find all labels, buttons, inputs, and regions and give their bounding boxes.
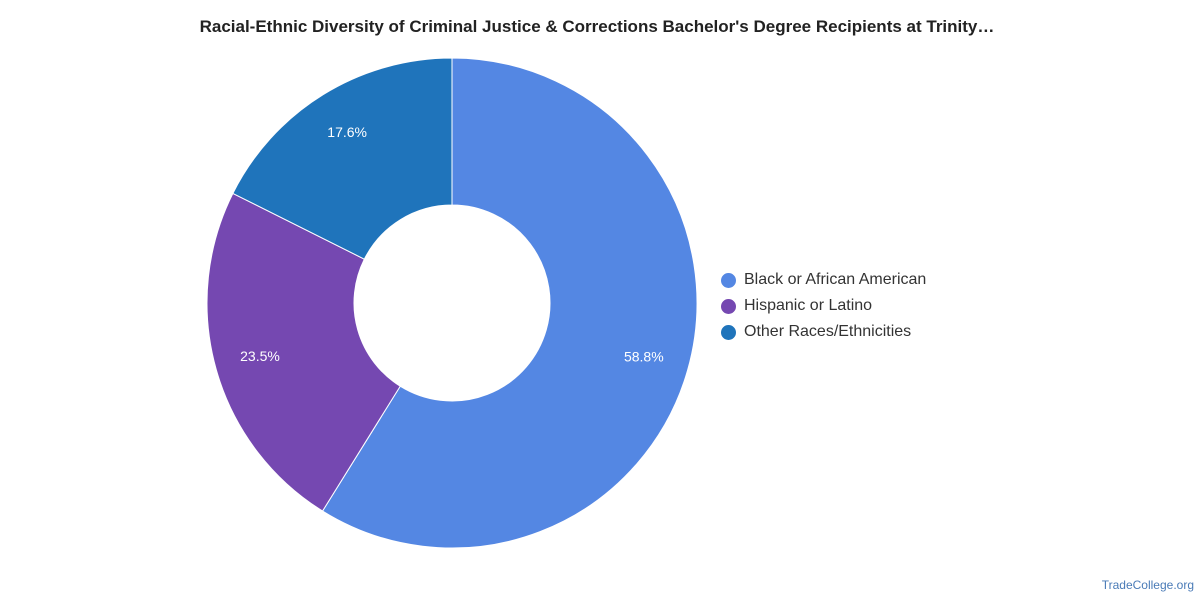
pie-slice-2[interactable] [232,57,453,260]
slice-label-2: 17.6% [327,124,367,140]
credit-link[interactable]: TradeCollege.org [1101,578,1194,592]
legend-label: Hispanic or Latino [744,297,873,314]
legend: Black or African American Hispanic or La… [721,267,926,345]
pie-slice-1[interactable] [206,192,401,512]
legend-label: Black or African American [744,271,927,288]
legend-swatch-icon [721,298,736,314]
chart-title: Racial-Ethnic Diversity of Criminal Just… [199,17,995,36]
legend-item-black-or-african-american[interactable]: Black or African American [721,267,926,293]
pie-slice-0[interactable] [321,57,698,549]
legend-item-hispanic-or-latino[interactable]: Hispanic or Latino [721,293,926,319]
legend-swatch-icon [721,272,736,288]
slice-label-1: 23.5% [240,348,280,364]
legend-swatch-icon [721,324,736,340]
legend-item-other-races-ethnicities[interactable]: Other Races/Ethnicities [721,319,926,345]
slice-label-0: 58.8% [624,349,664,365]
legend-label: Other Races/Ethnicities [744,323,912,340]
